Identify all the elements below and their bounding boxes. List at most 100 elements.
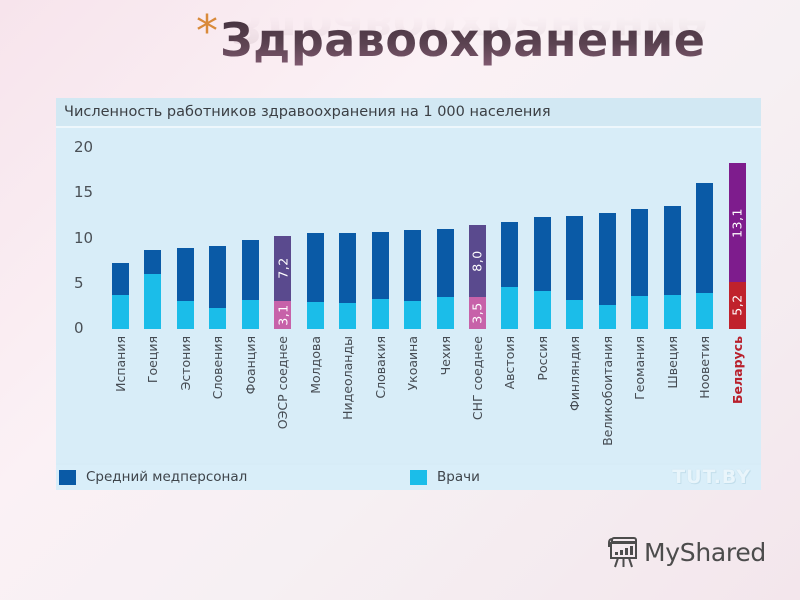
bar-segment-nurses	[209, 245, 227, 309]
y-tick-label: 0	[74, 319, 84, 337]
myshared-logo[interactable]: MyShared	[608, 535, 766, 569]
bar-segment-nurses	[241, 240, 259, 301]
bar-18	[696, 183, 714, 329]
bar-segment-nurses	[112, 262, 129, 295]
bar-segment-nurses: 8,0	[468, 224, 486, 298]
x-axis-label: Австоия	[502, 336, 518, 390]
y-tick-label: 15	[74, 183, 94, 202]
bar-segment-nurses: 7,2	[274, 235, 292, 301]
bar-segment-nurses	[306, 233, 324, 302]
bar-14	[566, 215, 584, 329]
x-axis-label: Фоанция	[242, 336, 258, 395]
bar-segment-doctors	[112, 294, 129, 329]
bar-segment-doctors	[598, 304, 616, 329]
slide-title-text: Здравоохранение	[220, 8, 705, 72]
data-label-doctors: 3,5	[469, 302, 485, 324]
x-axis-label: Великобоитания	[599, 336, 615, 446]
bar-0	[112, 262, 129, 329]
bar-4	[241, 240, 259, 329]
slide-title: * Здравоохранение Здравоохранение	[196, 0, 708, 78]
x-axis-label: Швеция	[664, 336, 680, 389]
bar-6	[306, 233, 324, 329]
bar-16	[631, 208, 649, 329]
data-label-nurses: 8,0	[469, 250, 485, 272]
x-axis-label: Нооветия	[697, 336, 713, 399]
legend-swatch-doctors	[410, 470, 427, 485]
bar-segment-nurses	[176, 247, 194, 301]
bar-12	[501, 222, 519, 329]
bar-segment-doctors	[696, 292, 714, 329]
bar-segment-doctors	[339, 302, 357, 329]
x-axis-label: Укоаина	[405, 336, 421, 391]
bar-10	[436, 228, 454, 329]
x-axis-label: Геомания	[632, 336, 648, 400]
y-tick-label: 10	[74, 228, 94, 247]
bar-17	[663, 205, 681, 329]
bar-segment-nurses	[501, 222, 519, 288]
chart-panel: Численность работников здравоохранения н…	[56, 98, 761, 490]
bar-5: 7,2 3,1	[274, 235, 292, 329]
x-axis-label: ОЭСР соеднее	[275, 336, 291, 430]
chart-title: Численность работников здравоохранения н…	[64, 104, 551, 120]
x-axis-label: Россия	[534, 336, 550, 381]
x-axis-label: Гоеция	[145, 336, 161, 384]
data-label-doctors: 3,1	[275, 304, 291, 326]
legend-swatch-nurses	[59, 470, 76, 485]
x-axis-label: Чехия	[437, 336, 453, 376]
bar-segment-doctors	[631, 295, 649, 329]
x-axis-label: Молдова	[307, 336, 323, 394]
bar-segment-doctors: 3,1	[274, 300, 292, 329]
bar-segment-doctors	[209, 308, 227, 329]
bar-segment-doctors	[501, 287, 519, 329]
data-label-nurses: 7,2	[275, 257, 291, 280]
bar-segment-nurses: 13,1	[728, 163, 746, 282]
legend-label-doctors: Врачи	[437, 469, 480, 485]
presentation-board-icon	[608, 537, 637, 568]
bar-segment-nurses	[144, 250, 162, 274]
bar-segment-doctors	[404, 300, 422, 329]
bar-segment-nurses	[533, 216, 551, 291]
bar-segment-doctors	[176, 300, 194, 329]
x-axis-label: Испания	[113, 336, 128, 392]
bar-segment-nurses	[404, 230, 422, 301]
x-axis-label: СНГ соеднее	[469, 336, 485, 421]
x-axis-label: Нидеоланды	[340, 336, 356, 420]
bar-segment-nurses	[631, 208, 649, 296]
bar-segment-nurses	[598, 213, 616, 305]
legend-label-nurses: Средний медперсонал	[86, 469, 248, 485]
bar-segment-doctors: 5,2	[728, 281, 746, 329]
bar-segment-nurses	[339, 233, 357, 303]
x-axis-label: Эстония	[177, 336, 193, 391]
x-axis-label: Финляндия	[567, 336, 583, 412]
x-axis-label: Словакия	[372, 336, 388, 399]
bar-segment-doctors	[371, 299, 389, 329]
bar-8	[371, 232, 389, 329]
bar-9	[404, 230, 422, 329]
bar-15	[598, 213, 616, 329]
bar-segment-nurses	[663, 205, 681, 295]
tut-by-watermark: TUT.BY	[672, 466, 751, 488]
bar-segment-doctors	[436, 297, 454, 329]
bar-13	[533, 216, 551, 329]
bar-segment-doctors	[533, 290, 551, 329]
bar-segment-nurses	[696, 183, 714, 293]
bar-segment-doctors	[144, 273, 162, 329]
chart-legend: Средний медперсонал Врачи TUT.BY	[56, 465, 761, 490]
bar-segment-doctors	[241, 300, 259, 329]
x-axis-label: Словения	[210, 336, 226, 400]
bar-segment-nurses	[371, 232, 389, 300]
bar-2	[176, 247, 194, 329]
bullet-star-icon: *	[196, 6, 218, 57]
bar-3	[209, 245, 227, 329]
data-label-doctors: 5,2	[729, 294, 745, 317]
plot-area: 0 5 10 15 20 Испания Гоеция Эстония Словения Фоан…	[56, 128, 761, 463]
bar-segment-nurses	[436, 228, 454, 298]
bar-segment-doctors	[306, 301, 324, 329]
x-axis-label: Беларусь	[729, 336, 745, 405]
y-tick-label: 5	[74, 273, 84, 292]
bar-1	[144, 250, 162, 329]
bar-19: 13,1 5,2	[728, 163, 746, 329]
data-label-nurses: 13,1	[729, 207, 745, 238]
bar-11: 8,0 3,5	[468, 224, 486, 329]
myshared-text: MyShared	[644, 537, 766, 567]
